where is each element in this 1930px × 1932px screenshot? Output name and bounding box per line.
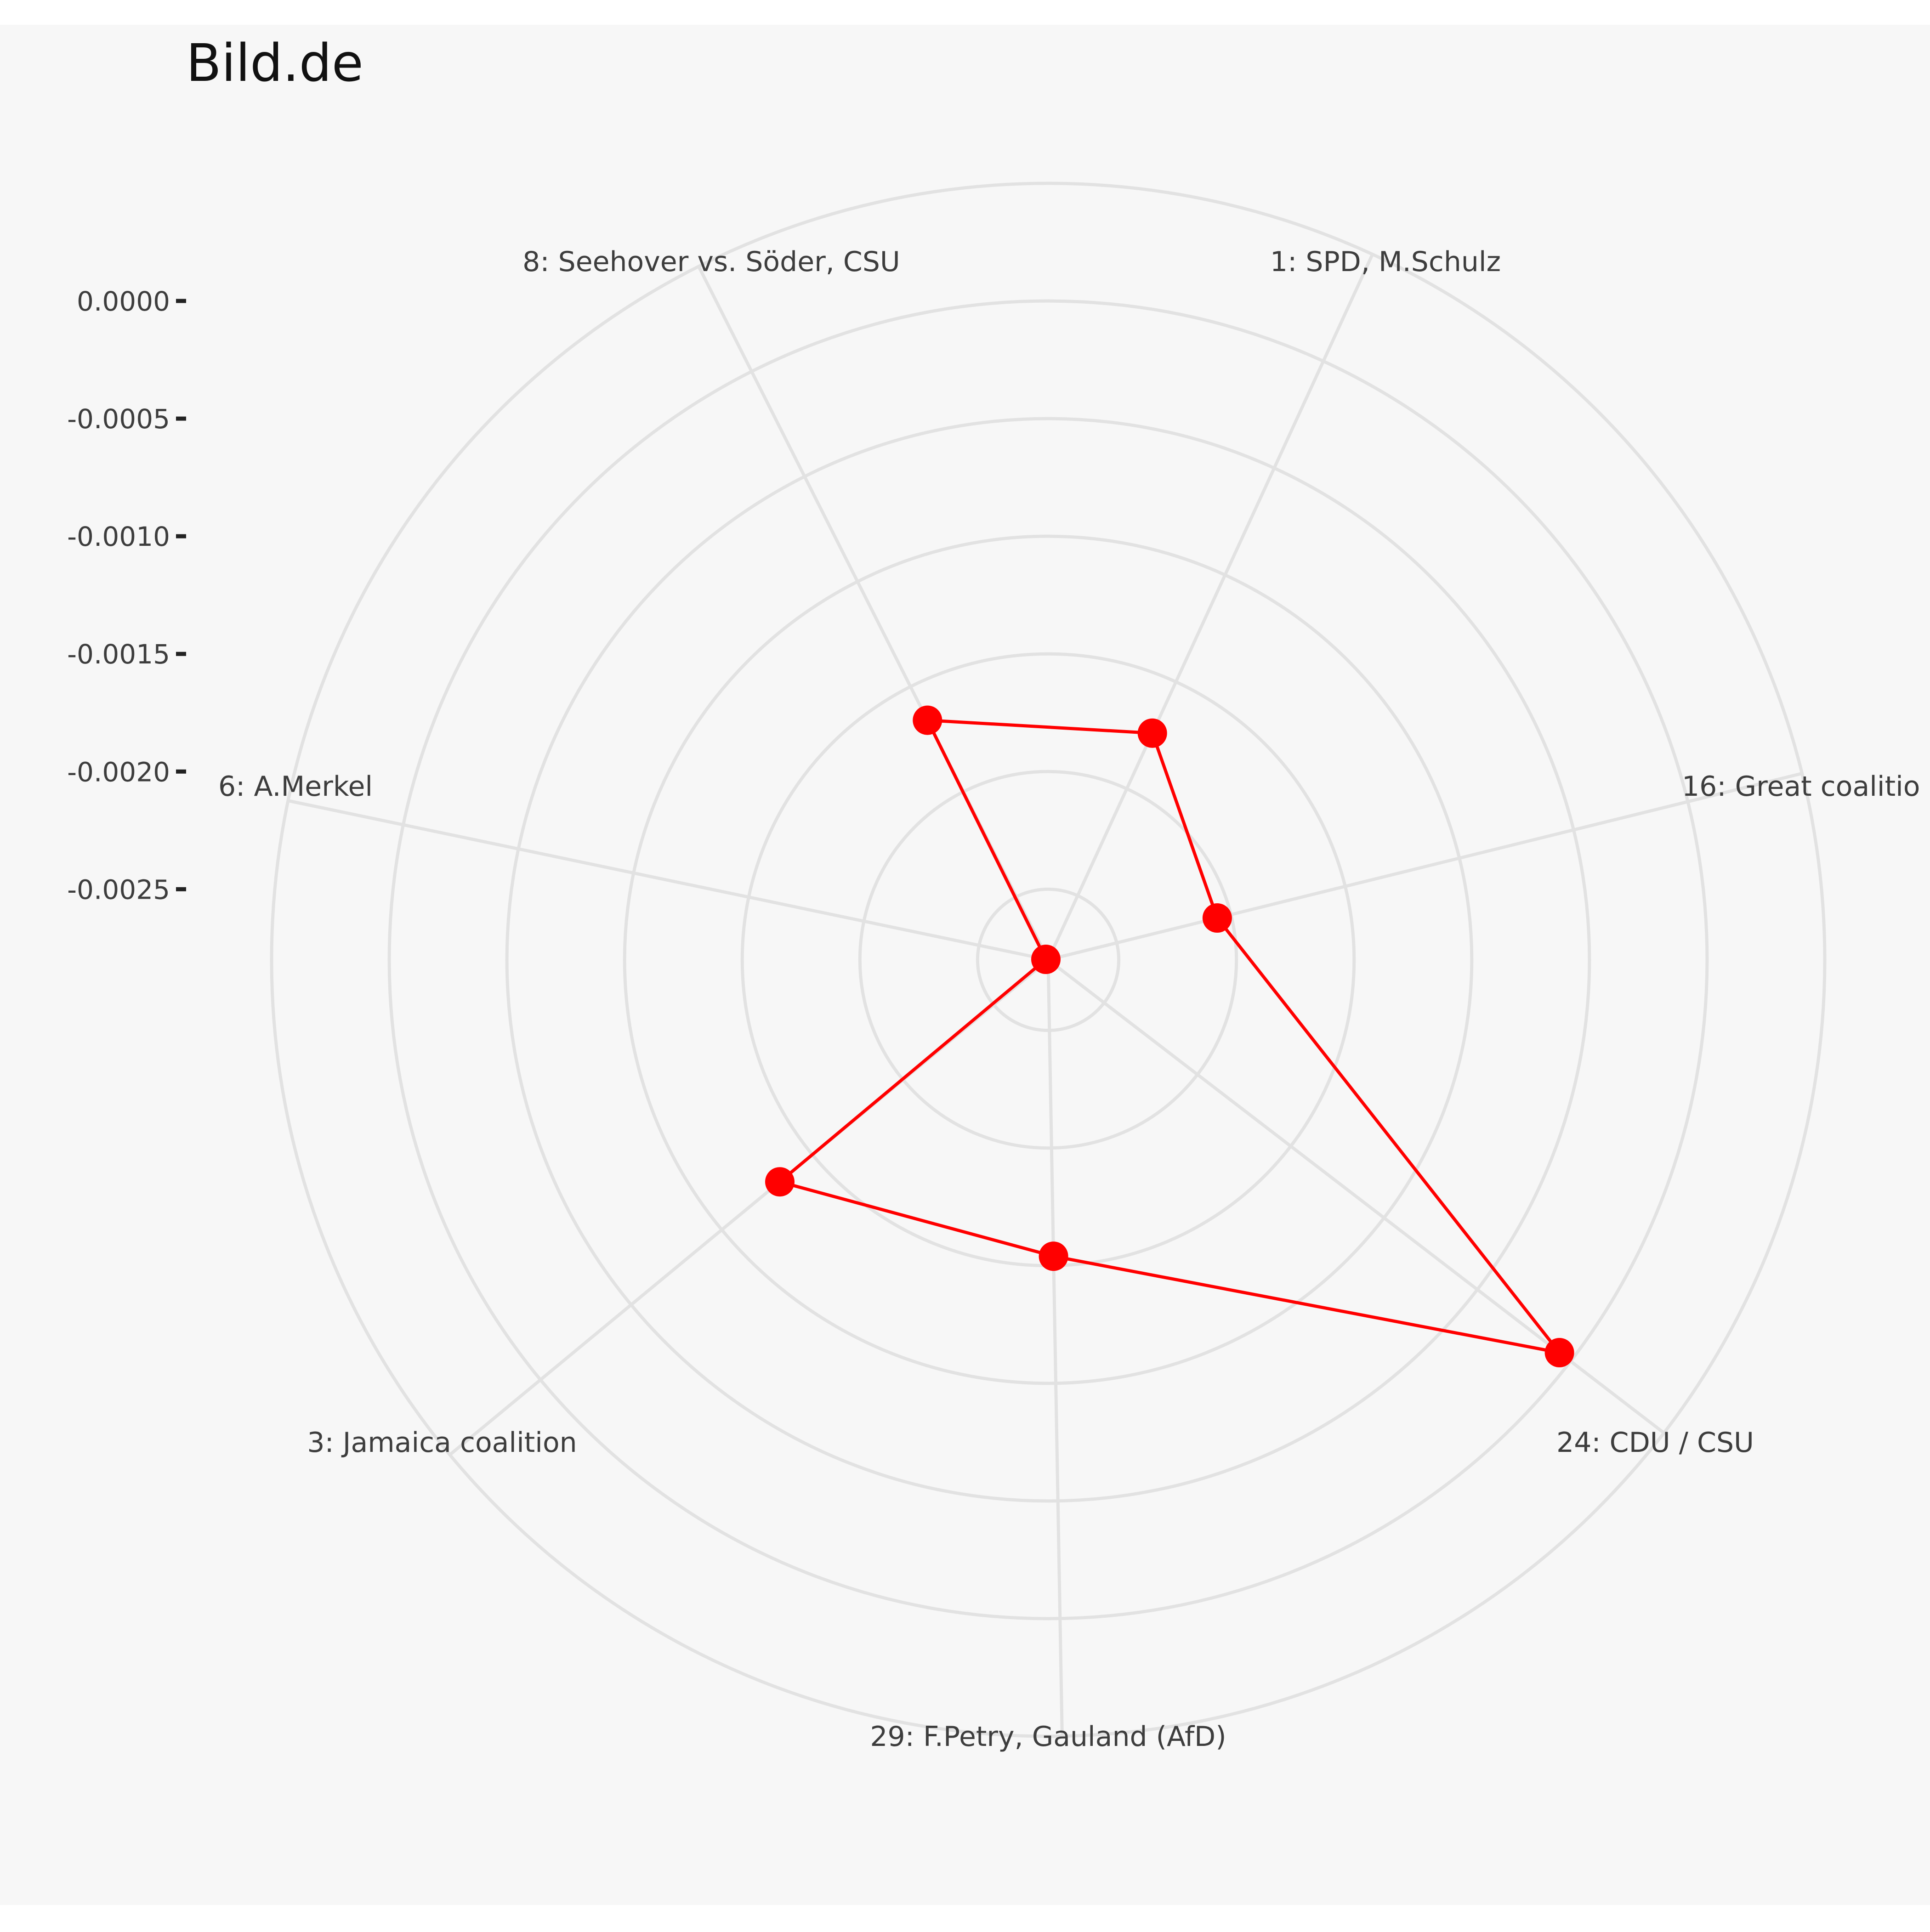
grid-spoke <box>288 799 1049 962</box>
series-line <box>778 719 1561 1354</box>
grid-ring <box>387 299 1709 1620</box>
category-label: 16: Great coalitio <box>1682 771 1920 803</box>
grid-ring <box>623 534 1474 1385</box>
radial-axis: 0.0000 -0.0005 -0.0010 -0.0015 -0.0020 -0.002… <box>67 286 186 905</box>
data-point <box>1031 945 1061 974</box>
r-axis-tick-label: -0.0005 <box>67 403 170 435</box>
r-axis-tick-label: -0.0025 <box>67 874 170 905</box>
plot-panel <box>0 25 1930 1905</box>
data-point <box>765 1167 795 1197</box>
grid-spoke <box>1046 253 1374 961</box>
r-axis-tick-label: 0.0000 <box>77 286 170 317</box>
category-label: 6: A.Merkel <box>218 771 373 803</box>
chart-title: Bild.de <box>186 34 363 93</box>
data-point <box>1137 718 1167 748</box>
grid-spoke <box>1046 959 1064 1736</box>
r-axis-tick-label: -0.0010 <box>67 521 170 552</box>
grid-ring <box>858 770 1238 1150</box>
category-label: 3: Jamaica coalition <box>307 1427 577 1459</box>
r-axis-tick-label: -0.0020 <box>67 756 170 788</box>
data-point <box>1202 903 1232 933</box>
r-axis-tick-label: -0.0015 <box>67 639 170 670</box>
category-label: 29: F.Petry, Gauland (AfD) <box>870 1721 1226 1753</box>
grid-spoke <box>1048 771 1803 962</box>
category-labels: 1: SPD, M.Schulz 16: Great coalitio 24: CD… <box>218 246 1920 1753</box>
data-point <box>1039 1241 1068 1271</box>
category-label: 24: CDU / CSU <box>1556 1427 1754 1459</box>
grid-ring <box>505 417 1591 1503</box>
grid-ring <box>270 181 1827 1738</box>
category-label: 1: SPD, M.Schulz <box>1270 246 1501 278</box>
category-label: 8: Seehover vs. Söder, CSU <box>522 246 900 278</box>
data-point <box>913 705 942 735</box>
series-layer <box>765 705 1574 1367</box>
data-point <box>1544 1338 1574 1367</box>
